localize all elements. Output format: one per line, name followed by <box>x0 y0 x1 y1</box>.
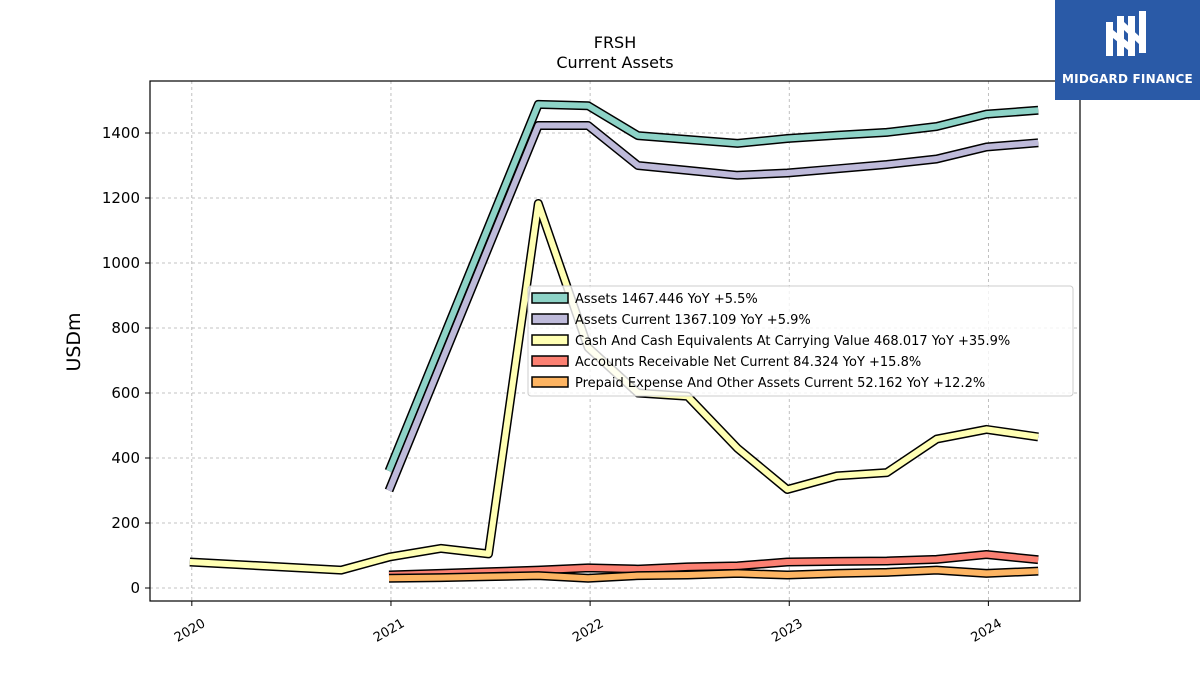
y-tick-label: 1000 <box>102 254 140 272</box>
y-tick-label: 200 <box>111 514 140 532</box>
x-tick-label: 2022 <box>570 616 606 646</box>
legend-item: Cash And Cash Equivalents At Carrying Va… <box>531 334 1010 349</box>
series-stroke <box>386 101 1039 473</box>
legend-item: Assets Current 1367.109 YoY +5.9% <box>531 313 811 328</box>
legend-item: Prepaid Expense And Other Assets Current… <box>531 376 985 391</box>
chart-subtitle: Current Assets <box>556 53 673 72</box>
legend-label: Accounts Receivable Net Current 84.324 Y… <box>575 355 921 370</box>
x-tick-label: 2020 <box>172 616 208 646</box>
legend-swatch <box>531 334 569 346</box>
series-line-0 <box>384 99 1039 473</box>
midgard-logo-icon <box>1105 11 1146 56</box>
series-line-3 <box>388 550 1039 580</box>
series-line-1 <box>384 121 1039 493</box>
y-tick-label: 600 <box>111 384 140 402</box>
legend-swatch <box>531 355 569 367</box>
legend-swatch <box>531 313 569 325</box>
legend-label: Assets Current 1367.109 YoY +5.9% <box>575 313 811 328</box>
series-stroke <box>386 122 1039 492</box>
series-stroke <box>388 551 1039 578</box>
plot-frame <box>149 80 1081 602</box>
legend-label: Prepaid Expense And Other Assets Current… <box>575 376 985 391</box>
chart-title: FRSH <box>594 33 637 52</box>
legend-item: Assets 1467.446 YoY +5.5% <box>531 292 758 307</box>
x-tick-label: 2024 <box>969 616 1005 646</box>
legend-label: Assets 1467.446 YoY +5.5% <box>575 292 758 307</box>
legend: Assets 1467.446 YoY +5.5% Assets Current … <box>527 285 1074 397</box>
legend-swatch <box>531 292 569 304</box>
x-tick-label: 2023 <box>769 616 805 646</box>
brand-name: MIDGARD FINANCE <box>1062 72 1193 86</box>
y-tick-label: 0 <box>130 579 140 597</box>
legend-item: Accounts Receivable Net Current 84.324 Y… <box>531 355 921 370</box>
series-stroke <box>388 567 1039 582</box>
legend-box <box>527 285 1074 397</box>
y-tick-label: 400 <box>111 449 140 467</box>
y-tick-label: 1400 <box>102 124 140 142</box>
x-tick-label: 2021 <box>371 616 407 646</box>
y-tick-label: 800 <box>111 319 140 337</box>
series-line-4 <box>388 565 1039 583</box>
legend-swatch <box>531 376 569 388</box>
legend-label: Cash And Cash Equivalents At Carrying Va… <box>575 334 1010 349</box>
y-tick-label: 1200 <box>102 189 140 207</box>
y-axis-label: USDm <box>63 312 85 371</box>
brand-logo: MIDGARD FINANCE <box>1055 0 1200 100</box>
